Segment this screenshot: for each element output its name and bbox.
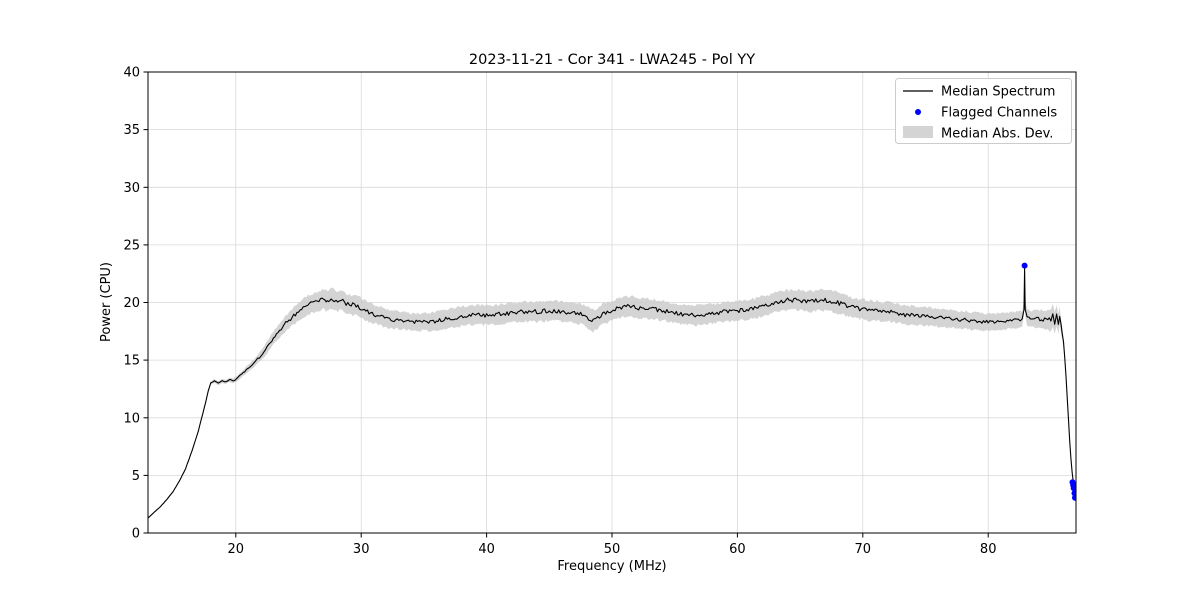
- legend-label-mad: Median Abs. Dev.: [941, 127, 1053, 142]
- legend: Median Spectrum Flagged Channels Median …: [895, 78, 1072, 144]
- legend-patch-sample-icon: [903, 126, 933, 138]
- x-axis-label: Frequency (MHz): [557, 559, 666, 574]
- x-tick-label: 30: [353, 542, 370, 557]
- y-tick-label: 40: [123, 66, 140, 81]
- flagged-point: [1071, 490, 1076, 497]
- x-tick-label: 20: [228, 542, 245, 557]
- legend-label-median-spectrum: Median Spectrum: [941, 85, 1055, 100]
- chart-title: 2023-11-21 - Cor 341 - LWA245 - Pol YY: [469, 52, 755, 68]
- y-tick-label: 25: [123, 238, 140, 253]
- median-spectrum-line: [148, 267, 1076, 519]
- flagged-channels: [1021, 262, 1076, 501]
- legend-dot-sample-icon: [915, 109, 921, 115]
- x-tick-label: 50: [604, 542, 621, 557]
- y-axis-label: Power (CPU): [99, 262, 114, 342]
- x-axis-ticks: 20 30 40 50 60 70 80: [228, 533, 997, 557]
- y-tick-label: 15: [123, 354, 140, 369]
- x-tick-label: 60: [729, 542, 746, 557]
- x-tick-label: 80: [980, 542, 997, 557]
- y-tick-label: 5: [132, 469, 140, 484]
- y-tick-label: 10: [123, 411, 140, 426]
- legend-label-flagged-channels: Flagged Channels: [941, 106, 1057, 121]
- x-tick-label: 70: [855, 542, 872, 557]
- flagged-point: [1021, 262, 1028, 269]
- median-spectrum-path: [148, 267, 1076, 519]
- mad-band: [148, 261, 1076, 519]
- x-tick-label: 40: [478, 542, 495, 557]
- y-tick-label: 0: [132, 527, 140, 542]
- flagged-point: [1070, 485, 1076, 492]
- y-axis-ticks: 0 5 10 15 20 25 30 35 40: [123, 66, 148, 542]
- y-tick-label: 35: [123, 123, 140, 138]
- mad-band-path: [148, 261, 1076, 519]
- y-tick-label: 20: [123, 296, 140, 311]
- legend-box: [895, 78, 1072, 144]
- y-tick-label: 30: [123, 181, 140, 196]
- flagged-point: [1072, 494, 1076, 501]
